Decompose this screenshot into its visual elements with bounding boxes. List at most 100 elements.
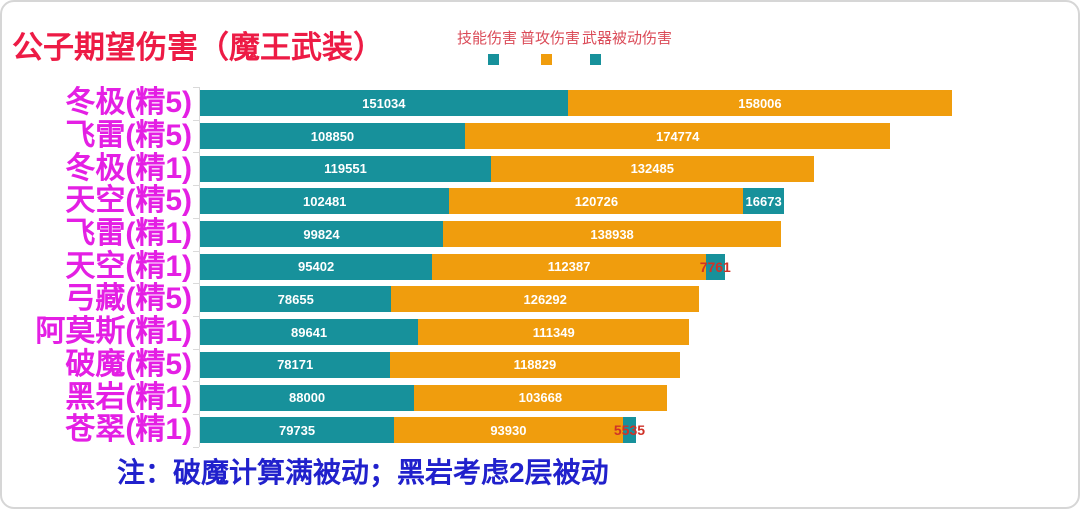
bar-track: 78171 118829 [200,351,680,378]
category-label: 天空(精5) [65,184,192,218]
axis-tick [193,119,199,121]
bar-segment-skill: 95402 [200,253,433,280]
axis-tick [193,446,199,448]
bar-segment-normal: 126292 [391,286,699,313]
value-label: 138938 [590,226,634,242]
value-label: 108850 [310,128,355,144]
bar-row: 弓藏(精5) 78655 126292 [2,282,1078,316]
bar-segment-normal: 138938 [443,221,782,248]
bar-segment-normal: 158006 [567,90,953,117]
bar-row: 冬极(精5) 151034 158006 [2,86,1078,120]
value-label: 5535 [613,422,646,439]
bar-segment-skill: 88000 [200,384,415,411]
bar-segment-skill: 99824 [200,221,443,248]
bar-segment-skill: 151034 [200,90,568,117]
bar-segment-passive: 16673 [743,188,784,215]
bar-segment-normal: 174774 [464,123,891,150]
bar-track: 78655 126292 [200,286,699,313]
bar-row: 破魔(精5) 78171 118829 [2,347,1078,382]
bar-row: 黑岩(精1) 88000 103668 [2,380,1078,414]
axis-tick [193,152,199,154]
value-label: 89641 [291,324,328,340]
bar-track: 102481 120726 16673 [200,188,784,215]
bar-row: 阿莫斯(精1) 89641 111349 [2,315,1078,349]
value-label: 126292 [523,291,567,307]
legend-swatch-normal-attack [541,54,552,65]
bar-segment-skill: 79735 [200,417,395,444]
category-label: 黑岩(精1) [65,380,192,414]
bar-track: 89641 111349 [200,319,690,346]
axis-tick [193,414,199,415]
bar-row: 飞雷(精1) 99824 138938 [2,218,1078,251]
category-label: 天空(精1) [65,249,192,283]
value-label: 103668 [518,390,563,406]
bar-track: 95402 112387 7761 [200,253,731,280]
bar-segment-passive: 7761 [700,253,731,280]
bar-track: 79735 93930 5535 [200,417,645,444]
bar-segment-normal: 118829 [390,351,680,378]
bar-track: 108850 174774 [200,123,891,150]
bar-segment-skill: 108850 [200,123,465,150]
axis-tick [193,348,199,350]
category-label: 阿莫斯(精1) [35,315,192,349]
value-label: 93930 [490,422,527,438]
axis-tick [193,250,199,252]
footnote: 注：破魔计算满被动；黑岩考虑2层被动 [117,457,609,488]
bar-row: 冬极(精1) 119551 132485 [2,151,1078,185]
legend-label-skill-damage: 技能伤害 [457,30,518,47]
value-label: 174774 [655,128,700,144]
axis-tick [193,185,199,187]
bar-segment-passive: 5535 [614,417,645,444]
category-label: 苍翠(精1) [65,413,192,447]
axis-tick [193,87,199,88]
axis-tick [193,315,199,317]
axis-tick [193,283,199,285]
value-label: 88000 [289,390,326,406]
category-label: 冬极(精1) [65,151,192,185]
value-label: 132485 [630,161,674,177]
axis-tick [193,217,199,219]
value-label: 95402 [298,259,335,275]
legend-swatch-skill-damage [488,54,499,65]
value-label: 102481 [303,193,347,209]
bar-track: 151034 158006 [200,90,953,117]
bar-row: 苍翠(精1) 79735 93930 5535 [2,413,1078,447]
value-label: 78171 [277,357,314,373]
category-label: 弓藏(精5) [65,282,192,316]
legend-label-normal-attack: 普攻伤害 [520,30,581,47]
bar-segment-skill: 102481 [200,188,450,215]
value-label: 119551 [324,161,367,177]
bar-row: 天空(精1) 95402 112387 7761 [2,249,1078,283]
value-label: 7761 [699,258,731,275]
bar-segment-skill: 89641 [200,319,419,346]
bar-segment-normal: 93930 [394,417,623,444]
value-label: 99824 [303,226,340,242]
value-label: 16673 [745,193,782,209]
bar-row: 飞雷(精5) 108850 174774 [2,120,1078,153]
value-label: 158006 [738,95,782,111]
bar-segment-skill: 78171 [200,351,391,378]
bar-segment-normal: 111349 [418,319,690,346]
chart-title: 公子期望伤害（魔王武装） [12,30,384,65]
bar-track: 99824 138938 [200,221,782,248]
value-label: 151034 [362,95,406,111]
bar-segment-skill: 119551 [200,155,492,182]
bar-segment-normal: 132485 [491,155,814,182]
value-label: 79735 [278,422,316,438]
value-label: 111349 [532,324,575,340]
bar-segment-normal: 120726 [449,188,744,215]
value-label: 120726 [574,193,619,209]
bar-segment-normal: 103668 [414,384,667,411]
bar-segment-skill: 78655 [200,286,392,313]
bar-track: 119551 132485 [200,155,814,182]
plot-rows: 冬极(精5) 151034 158006 飞雷(精5) 108850 174774 冬极(精… [2,86,1078,447]
category-label: 破魔(精5) [65,347,192,381]
value-label: 78655 [277,291,314,307]
value-label: 112387 [547,259,591,275]
bar-row: 天空(精5) 102481 120726 16673 [2,184,1078,218]
category-label: 冬极(精5) [65,86,192,120]
legend-label-weapon-passive: 武器被动伤害 [582,30,673,47]
y-axis-line [199,87,200,447]
bar-segment-normal: 112387 [432,253,706,280]
